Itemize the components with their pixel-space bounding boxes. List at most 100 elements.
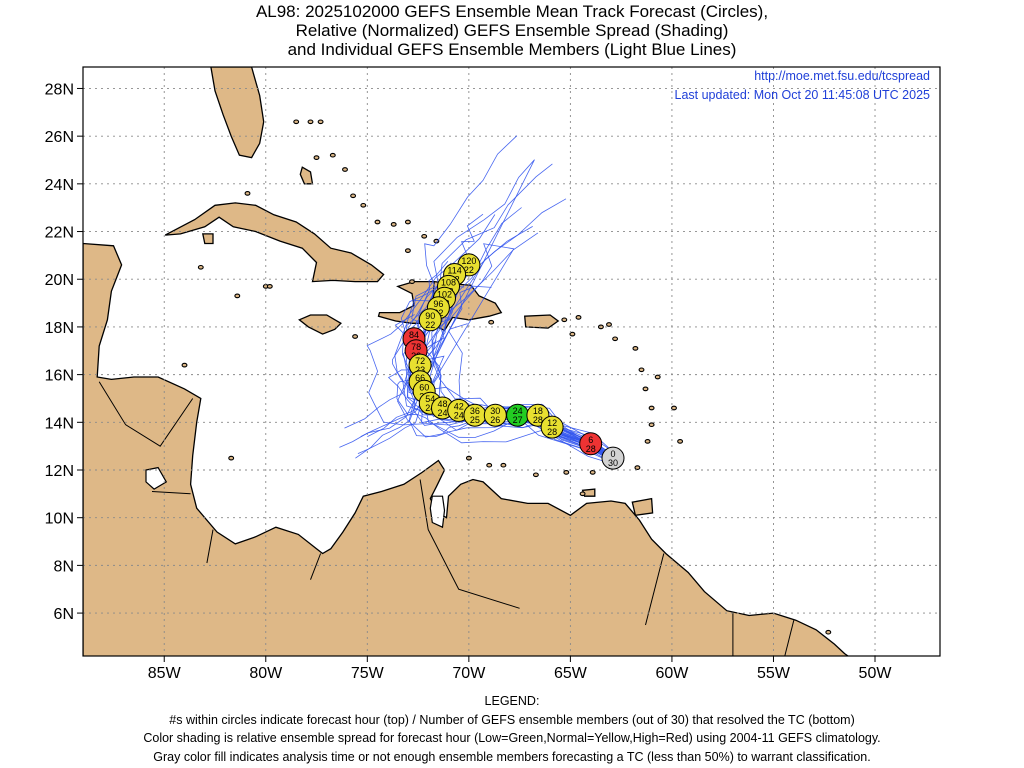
lon-tick-label: 60W bbox=[655, 665, 689, 682]
member-count-label: 27 bbox=[513, 415, 523, 425]
member-count-label: 28 bbox=[547, 427, 557, 437]
mean-track-circle bbox=[601, 446, 625, 470]
lat-tick-label: 20N bbox=[45, 272, 74, 289]
islet bbox=[360, 202, 367, 208]
landmass-cuba bbox=[164, 202, 385, 283]
country-border bbox=[310, 553, 322, 580]
islet bbox=[374, 219, 381, 225]
forecast-hour-label: 0 bbox=[610, 449, 615, 459]
source-url-link[interactable]: http://moe.met.fsu.edu/tcspread bbox=[754, 69, 930, 83]
forecast-hour-label: 30 bbox=[490, 406, 500, 416]
forecast-hour-label: 18 bbox=[533, 406, 543, 416]
islet bbox=[404, 219, 411, 225]
islet bbox=[677, 439, 684, 444]
islet bbox=[486, 462, 493, 468]
islet bbox=[589, 470, 596, 475]
forecast-hour-label: 66 bbox=[415, 373, 425, 383]
landmass-trinidad bbox=[631, 497, 654, 517]
member-count-label: 26 bbox=[490, 415, 500, 425]
lat-tick-label: 24N bbox=[45, 177, 74, 194]
islet bbox=[648, 422, 655, 428]
axis-ticks: 85W 80W 75W 70W 65W 60W 55W 50W 6N 8N 10N 12N 14N 16N… bbox=[45, 81, 893, 682]
mean-track-circles: 1202211422108221022296229022842378237223… bbox=[402, 253, 625, 470]
forecast-hour-label: 54 bbox=[425, 394, 435, 404]
islet bbox=[307, 119, 314, 125]
country-border bbox=[784, 620, 795, 656]
islet bbox=[313, 155, 320, 160]
mean-track-circle bbox=[418, 308, 442, 332]
lon-tick-label: 50W bbox=[859, 665, 893, 682]
islet bbox=[421, 233, 428, 239]
chart-title-line-2: Relative (Normalized) GEFS Ensemble Spre… bbox=[295, 21, 729, 40]
forecast-hour-label: 72 bbox=[415, 356, 425, 366]
country-border bbox=[98, 381, 194, 447]
lat-tick-label: 22N bbox=[45, 225, 74, 242]
islet bbox=[404, 248, 411, 253]
forecast-hour-label: 102 bbox=[437, 289, 452, 299]
landmass-jamaica bbox=[298, 314, 342, 335]
islet bbox=[575, 315, 582, 320]
forecast-hour-label: 6 bbox=[588, 435, 593, 445]
islet bbox=[197, 264, 204, 270]
member-count-label: 24 bbox=[454, 410, 464, 420]
legend-heading: LEGEND: bbox=[484, 694, 540, 708]
lat-tick-label: 26N bbox=[45, 129, 74, 146]
mean-track-circle bbox=[579, 432, 603, 456]
islet bbox=[612, 336, 619, 342]
islet bbox=[563, 470, 570, 475]
member-count-label: 25 bbox=[470, 415, 480, 425]
islet bbox=[500, 462, 507, 468]
islet bbox=[654, 374, 661, 380]
landmass-florida bbox=[210, 67, 265, 159]
chart-title-line-1: AL98: 2025102000 GEFS Ensemble Mean Trac… bbox=[255, 2, 769, 21]
landmass-andros bbox=[299, 166, 314, 185]
islet bbox=[329, 152, 336, 158]
forecast-hour-label: 24 bbox=[513, 406, 523, 416]
member-count-label: 22 bbox=[425, 320, 435, 330]
lon-tick-label: 75W bbox=[351, 665, 385, 682]
islet bbox=[642, 386, 649, 392]
islet bbox=[606, 322, 612, 327]
islet bbox=[569, 331, 576, 337]
grid-layer bbox=[83, 67, 940, 656]
forecast-hour-label: 78 bbox=[411, 342, 421, 352]
islet bbox=[352, 334, 359, 339]
lake-nicaragua bbox=[145, 466, 168, 490]
forecast-hour-label: 120 bbox=[461, 256, 476, 266]
member-count-label: 28 bbox=[533, 415, 543, 425]
islet bbox=[409, 279, 415, 284]
lat-tick-label: 12N bbox=[45, 463, 74, 480]
islet bbox=[825, 629, 832, 635]
last-updated-text: Last updated: Mon Oct 20 11:45:08 UTC 20… bbox=[675, 88, 931, 102]
islet bbox=[228, 455, 235, 461]
forecast-hour-label: 42 bbox=[454, 401, 464, 411]
member-count-label: 30 bbox=[608, 458, 618, 468]
lat-tick-label: 16N bbox=[45, 368, 74, 385]
islet bbox=[293, 119, 300, 125]
lon-tick-label: 55W bbox=[757, 665, 791, 682]
lon-tick-label: 65W bbox=[554, 665, 588, 682]
islet bbox=[671, 405, 677, 411]
islet bbox=[488, 319, 495, 325]
forecast-hour-label: 60 bbox=[419, 382, 429, 392]
islet bbox=[342, 167, 348, 172]
forecast-hour-label: 12 bbox=[547, 418, 557, 428]
forecast-hour-label: 114 bbox=[447, 266, 461, 276]
member-count-label: 28 bbox=[586, 444, 596, 454]
member-count-label: 22 bbox=[464, 265, 474, 275]
islet bbox=[634, 465, 641, 470]
lon-tick-label: 85W bbox=[148, 665, 182, 682]
islet bbox=[561, 317, 568, 323]
islet bbox=[244, 191, 251, 196]
mean-track-point: 030 bbox=[601, 446, 625, 470]
country-border bbox=[419, 479, 520, 609]
forecast-hour-label: 84 bbox=[409, 330, 419, 340]
legend-line-2: Color shading is relative ensemble sprea… bbox=[143, 731, 881, 745]
forecast-hour-label: 96 bbox=[433, 299, 443, 309]
